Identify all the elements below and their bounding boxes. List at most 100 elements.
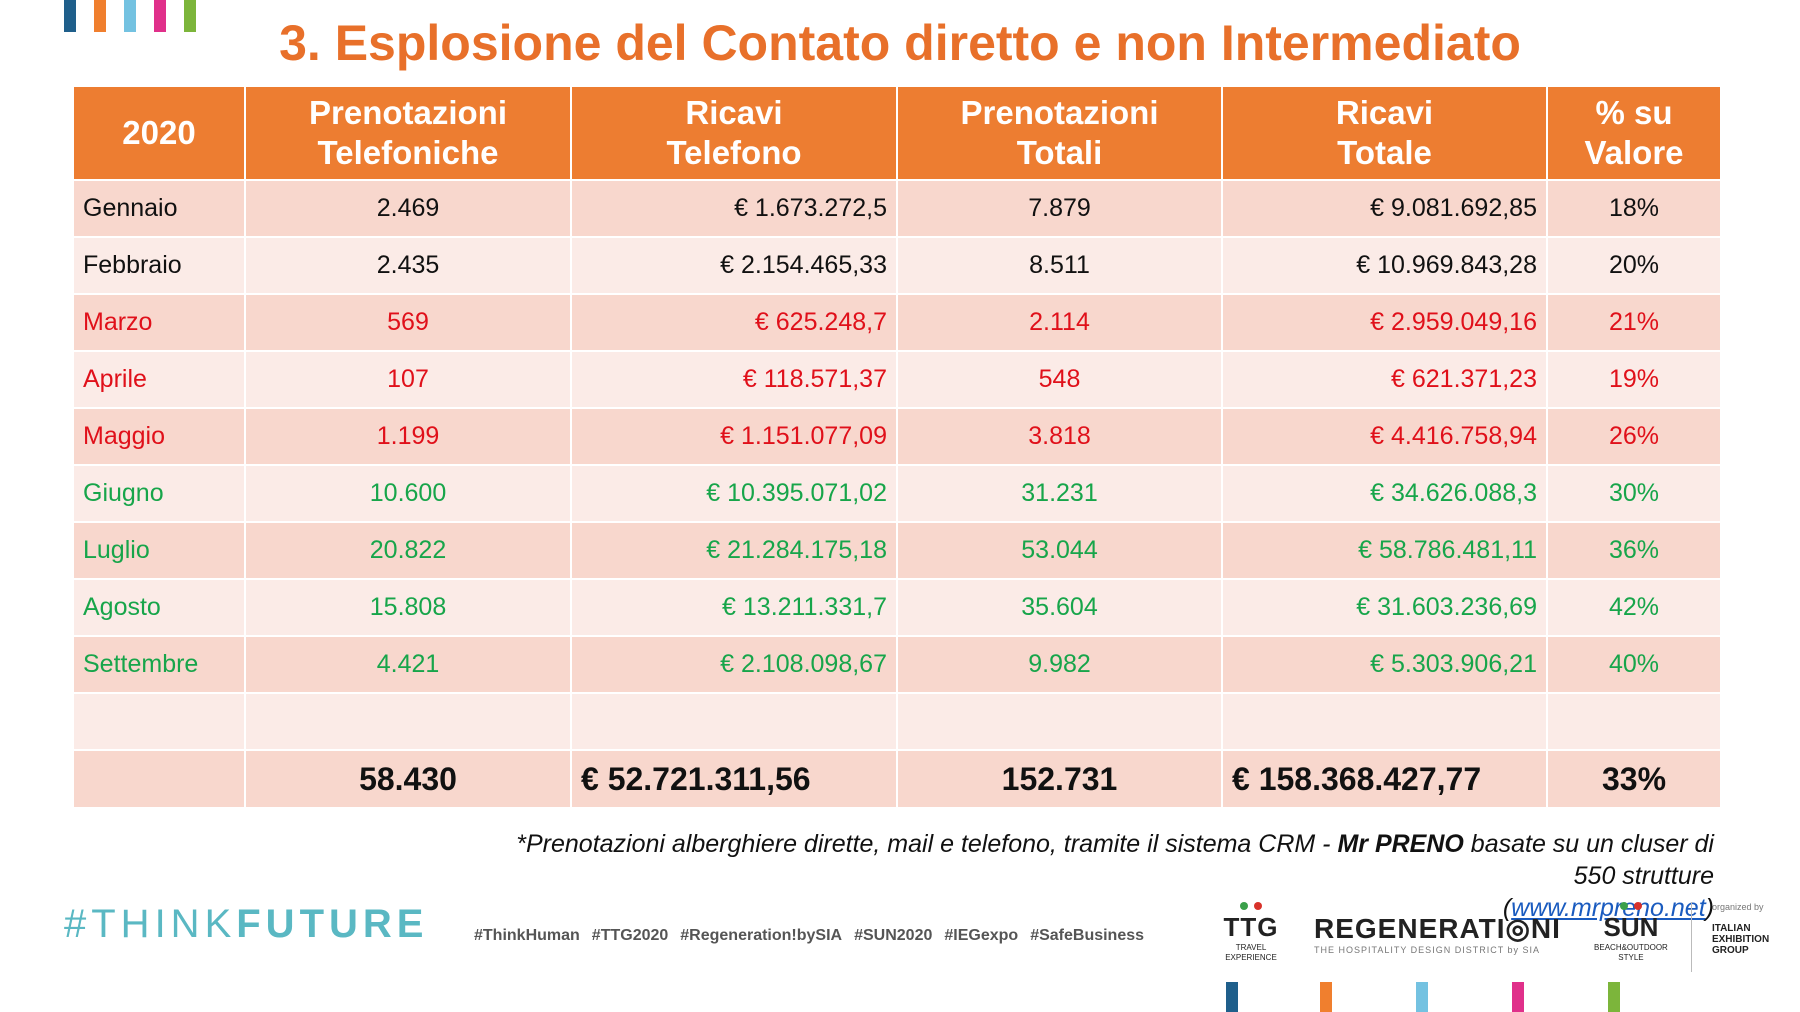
cell-total-revenue: € 58.786.481,11 [1221,521,1548,579]
mrpreno-link[interactable]: www.mrpreno.net [1511,894,1706,922]
table-row: Luglio 20.822 € 21.284.175,18 53.044 € 58.78… [72,521,1722,579]
cell-percent: 18% [1546,179,1722,237]
footnote-text-end: basate su un cluser di 550 strutture [1463,830,1714,890]
total-cell-month [72,749,246,807]
header-percent-value: % su Valore [1546,87,1722,180]
cell-phone-revenue: € 21.284.175,18 [570,521,898,579]
sun-sub1: BEACH&OUTDOOR [1594,943,1668,952]
logo-divider [1690,902,1692,972]
hashtag: #SUN2020 [854,927,933,944]
cell-phone-revenue: € 10.395.071,02 [570,464,898,522]
cell-phone-bookings [244,692,572,750]
sun-dots [1589,902,1673,912]
stripe-blue [64,0,76,32]
cell-percent: 26% [1546,407,1722,465]
cell-total-revenue: € 5.303.906,21 [1221,635,1548,693]
cell-phone-bookings: 569 [244,293,572,351]
cell-total-bookings: 548 [896,350,1223,408]
total-cell-percent: 33% [1546,749,1722,807]
table-total-row: 58.430 € 52.721.311,56 152.731 € 158.368.42… [72,749,1722,807]
table-row: Marzo 569 € 625.248,7 2.114 € 2.959.049,16 21… [72,293,1722,351]
cell-month: Giugno [72,464,246,522]
footnote-paren-close: ) [1705,894,1714,922]
cell-total-revenue: € 2.959.049,16 [1221,293,1548,351]
cell-total-bookings: 31.231 [896,464,1223,522]
table-row: Settembre 4.421 € 2.108.098,67 9.982 € 5.303… [72,635,1722,693]
top-color-stripes [64,0,196,32]
cell-phone-revenue: € 2.154.465,33 [570,236,898,294]
table-row: Maggio 1.199 € 1.151.077,09 3.818 € 4.416.75… [72,407,1722,465]
cell-phone-revenue: € 13.211.331,7 [570,578,898,636]
total-cell-phone-bookings: 58.430 [244,749,572,807]
cell-total-revenue [1221,692,1548,750]
cell-percent: 30% [1546,464,1722,522]
cell-total-revenue: € 621.371,23 [1221,350,1548,408]
cell-phone-revenue: € 625.248,7 [570,293,898,351]
cell-month: Gennaio [72,179,246,237]
stripe-green [1608,982,1620,1012]
cell-phone-bookings: 1.199 [244,407,572,465]
cell-month: Maggio [72,407,246,465]
sun-name: SUN [1603,912,1659,942]
cell-phone-bookings: 4.421 [244,635,572,693]
cell-total-bookings: 53.044 [896,521,1223,579]
stripe-pink [154,0,166,32]
cell-phone-bookings: 2.435 [244,236,572,294]
header-total-revenue: Ricavi Totale [1221,87,1548,180]
cell-percent: 40% [1546,635,1722,693]
cell-month: Luglio [72,521,246,579]
table-row: Gennaio 2.469 € 1.673.272,5 7.879 € 9.081.69… [72,179,1722,237]
cell-total-revenue: € 31.603.236,69 [1221,578,1548,636]
cell-total-bookings: 2.114 [896,293,1223,351]
cell-month: Agosto [72,578,246,636]
table-row: Febbraio 2.435 € 2.154.465,33 8.511 € 10.969… [72,236,1722,294]
cell-phone-bookings: 2.469 [244,179,572,237]
hashtag: #IEGexpo [944,927,1019,944]
footnote-text: *Prenotazioni alberghiere dirette, mail … [516,830,1338,858]
slide-title: 3. Esplosione del Contato diretto e non … [279,15,1521,71]
stripe-pink [1512,982,1524,1012]
hashtag: #Regeneration!bySIA [680,927,843,944]
stripe-light-blue [1416,982,1428,1012]
thinkfuture-logo: #THINKFUTURE [64,902,428,947]
ttg-dots [1220,902,1282,912]
stripe-green [184,0,196,32]
cell-phone-revenue: € 1.673.272,5 [570,179,898,237]
ieg-line1: ITALIAN [1711,923,1751,934]
ieg-line3: GROUP [1711,945,1749,956]
total-cell-total-bookings: 152.731 [896,749,1223,807]
header-phone-bookings: Prenotazioni Telefoniche [244,87,572,180]
cell-total-revenue: € 34.626.088,3 [1221,464,1548,522]
stripe-orange [94,0,106,32]
hashtag: #SafeBusiness [1030,927,1145,944]
footnote-paren-open: ( [1502,894,1512,922]
table-row: Giugno 10.600 € 10.395.071,02 31.231 € 34.62… [72,464,1722,522]
ttg-logo: TTG TRAVEL EXPERIENCE [1220,902,1282,963]
ttg-sub2: EXPERIENCE [1225,953,1277,962]
cell-percent: 21% [1546,293,1722,351]
total-cell-total-revenue: € 158.368.427,77 [1221,749,1548,807]
cell-percent: 19% [1546,350,1722,408]
cell-total-revenue: € 9.081.692,85 [1221,179,1548,237]
sponsor-logos: TTG TRAVEL EXPERIENCE REGENERATI◎NI THE … [1220,902,1769,972]
cell-total-bookings: 8.511 [896,236,1223,294]
sun-logo: SUN BEACH&OUTDOOR STYLE [1589,902,1673,963]
ieg-line2: EXHIBITION [1711,934,1770,945]
ieg-logo: organized by ITALIAN EXHIBITION GROUP [1712,902,1769,956]
hashtag: #ThinkHuman [474,927,580,944]
cell-month [72,692,246,750]
cell-total-bookings: 35.604 [896,578,1223,636]
regeneration-logo: REGENERATI◎NI THE HOSPITALITY DESIGN DIS… [1314,902,1561,955]
cell-total-bookings: 7.879 [896,179,1223,237]
cell-month: Aprile [72,350,246,408]
footnote: *Prenotazioni alberghiere dirette, mail … [514,828,1714,924]
cell-phone-revenue [570,692,898,750]
bottom-color-stripes [1226,982,1626,1012]
cell-percent: 36% [1546,521,1722,579]
cell-total-bookings: 9.982 [896,635,1223,693]
cell-phone-bookings: 20.822 [244,521,572,579]
table-header-row: 2020 Prenotazioni Telefoniche Ricavi Telef… [72,87,1722,180]
cell-phone-revenue: € 2.108.098,67 [570,635,898,693]
cell-phone-bookings: 15.808 [244,578,572,636]
ttg-sub1: TRAVEL [1235,943,1267,952]
